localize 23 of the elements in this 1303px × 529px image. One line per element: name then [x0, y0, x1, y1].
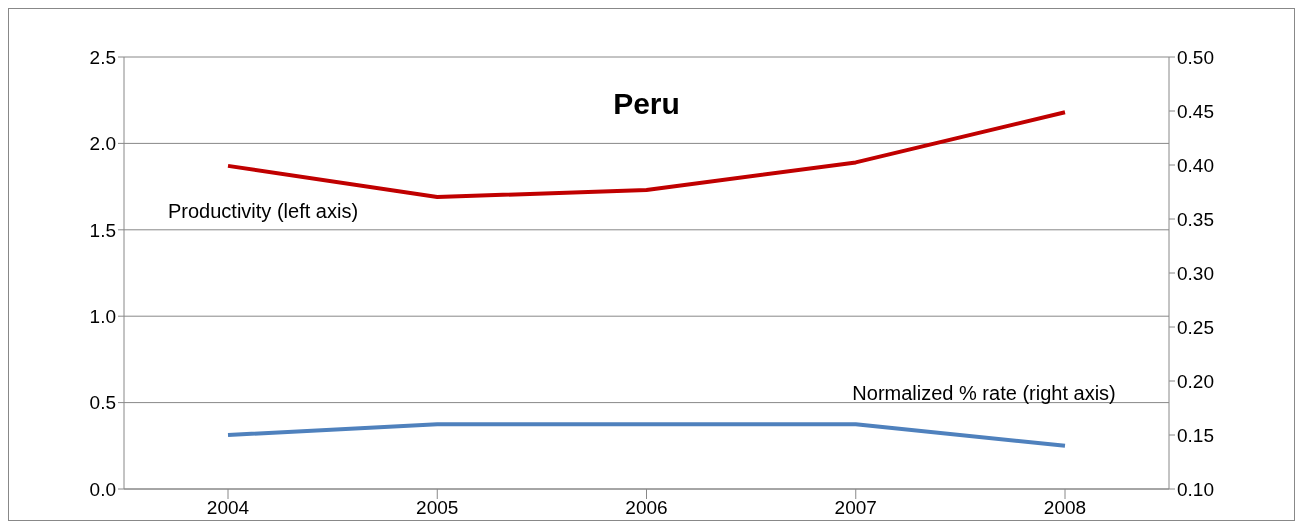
y2-tick-label: 0.40: [1177, 154, 1214, 176]
y-tick-label: 2.0: [89, 133, 116, 155]
y2-tick-label: 0.20: [1177, 370, 1214, 392]
x-tick-label: 2005: [416, 497, 459, 519]
x-tick-label: 2006: [625, 497, 668, 519]
y-tick-label: 0.5: [89, 392, 116, 414]
y2-tick-label: 0.45: [1177, 100, 1214, 122]
y-tick-label: 0.0: [89, 478, 116, 500]
y-tick-label: 2.5: [89, 46, 116, 68]
y2-tick-label: 0.30: [1177, 262, 1214, 284]
y2-tick-label: 0.35: [1177, 208, 1214, 230]
text: Peru: [613, 87, 680, 120]
x-tick-label: 2007: [834, 497, 877, 519]
y-tick-label: 1.0: [89, 305, 116, 327]
y-tick-label: 1.5: [89, 219, 116, 241]
y2-tick-label: 0.50: [1177, 46, 1214, 68]
series-label: Normalized % rate (right axis): [852, 382, 1116, 405]
y2-tick-label: 0.15: [1177, 424, 1214, 446]
x-tick-label: 2008: [1043, 497, 1087, 519]
y2-tick-label: 0.25: [1177, 316, 1214, 338]
x-tick-label: 2004: [206, 497, 250, 519]
series-label: Productivity (left axis): [168, 199, 359, 222]
y2-tick-label: 0.10: [1177, 478, 1214, 500]
